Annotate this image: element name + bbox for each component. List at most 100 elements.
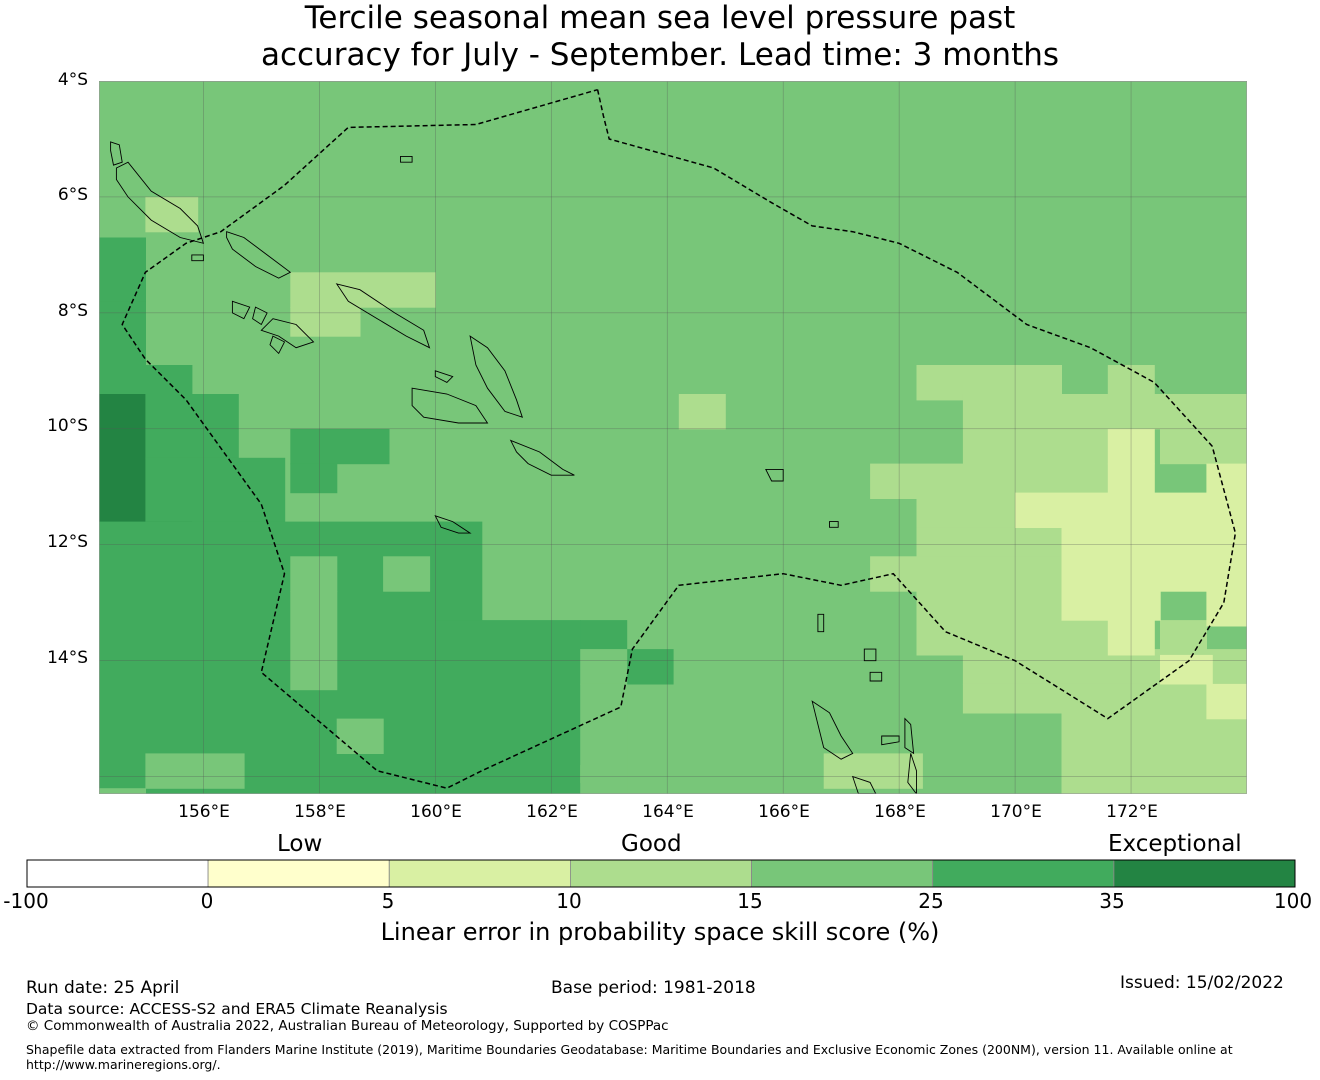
skill-cell (580, 765, 628, 794)
island-pentecost (907, 753, 917, 794)
island-vanikoro (829, 521, 839, 528)
colorbar-segment (570, 859, 752, 888)
colorbar-frame (26, 859, 1296, 888)
island-nggela (434, 370, 454, 383)
island-ambae (881, 735, 900, 746)
lat-label: 8°S (57, 301, 88, 321)
lat-label: 10°S (47, 416, 88, 436)
skill-cell (1160, 620, 1207, 656)
island-buka (110, 141, 123, 166)
skill-cell (145, 457, 286, 523)
eez-boundary (121, 88, 1237, 789)
lon-label: 164°E (642, 802, 694, 822)
island-rendova (269, 335, 286, 355)
skill-cell (290, 556, 338, 592)
lon-label: 166°E (758, 802, 810, 822)
island-espiritu-santo (811, 700, 854, 760)
legend-category-low: Low (277, 831, 323, 857)
skill-cell (99, 301, 146, 366)
shapefile-url: http://www.marineregions.org/. (26, 1057, 221, 1072)
skill-cell (435, 521, 483, 621)
island-ontong-java (400, 155, 413, 163)
issued-date: Issued: 15/02/2022 (1120, 973, 1284, 993)
lat-label: 14°S (47, 648, 88, 668)
lon-label: 168°E (874, 802, 926, 822)
skill-cell (1206, 683, 1247, 720)
coastlines (110, 141, 917, 794)
skill-cell (580, 649, 628, 685)
island-malaita (469, 335, 524, 418)
shapefile-credit: Shapefile data extracted from Flanders M… (26, 1042, 1233, 1057)
skill-cell (99, 394, 146, 528)
skill-cell (1107, 365, 1155, 401)
colorbar-segment (207, 859, 390, 888)
colorbar (26, 859, 1296, 888)
lon-label: 156°E (178, 802, 230, 822)
island-new-georgia (260, 318, 315, 349)
island-shortland (191, 254, 204, 262)
legend-category-exceptional: Exceptional (1108, 831, 1242, 857)
colorbar-tick: -100 (3, 889, 49, 913)
lon-label: 172°E (1106, 802, 1158, 822)
skill-cell (99, 788, 146, 794)
island-vella-lavella (231, 300, 251, 320)
skill-cell (290, 463, 338, 494)
lon-label: 170°E (990, 802, 1042, 822)
colorbar-tick: 100 (1273, 889, 1313, 913)
island-maewo (904, 717, 915, 755)
skill-cells (99, 81, 1247, 794)
skill-cell (626, 649, 674, 685)
skill-cell (290, 272, 436, 308)
data-source: Data source: ACCESS-S2 and ERA5 Climate … (26, 1000, 448, 1018)
skill-cell (145, 394, 239, 459)
skill-cell (870, 556, 1068, 592)
map-title: Tercile seasonal mean sea level pressure… (0, 0, 1320, 74)
island-bougainville (115, 161, 205, 244)
skill-cell (99, 237, 146, 302)
skill-cell (290, 591, 338, 691)
skill-cell (678, 394, 726, 430)
skill-cell (290, 307, 361, 337)
title-line-2: accuracy for July - September. Lead time… (260, 37, 1060, 73)
skill-cell (1160, 654, 1213, 685)
skill-cell (383, 556, 431, 592)
colorbar-tick: 15 (737, 889, 763, 913)
lon-label: 162°E (526, 802, 578, 822)
island-santa-isabel (335, 283, 431, 349)
island-ndende (765, 468, 784, 482)
skill-cell (1061, 527, 1247, 557)
colorbar-tick: 35 (1099, 889, 1125, 913)
island-makira (509, 439, 575, 476)
copyright: © Commonwealth of Australia 2022, Austra… (26, 1018, 669, 1034)
skill-cell (1160, 428, 1247, 465)
map-gridlines (99, 81, 1247, 794)
base-period: Base period: 1981-2018 (551, 978, 756, 998)
island-torres (817, 613, 825, 633)
lat-label: 6°S (57, 185, 88, 205)
map-frame (99, 81, 1247, 794)
skill-cell (145, 196, 199, 233)
skill-cell (916, 527, 1062, 557)
colorbar-tick: 25 (918, 889, 944, 913)
run-date: Run date: 25 April (26, 978, 180, 998)
lat-label: 12°S (47, 532, 88, 552)
island-malekula (851, 775, 877, 794)
skill-cell (1160, 556, 1247, 592)
skill-cell (580, 620, 628, 650)
skill-cell (1107, 620, 1155, 656)
lon-label: 160°E (410, 802, 462, 822)
lat-label: 4°S (57, 70, 88, 90)
island-kolombangara (252, 306, 268, 326)
skill-cell (435, 620, 581, 794)
skill-cell (823, 753, 923, 789)
colorbar-tick: 10 (556, 889, 582, 913)
island-guadalcanal (411, 387, 489, 424)
skill-map (99, 81, 1247, 794)
colorbar-segment (932, 859, 1115, 888)
lon-label: 158°E (294, 802, 346, 822)
skill-cell (962, 683, 1063, 714)
island-choiseul (226, 231, 292, 279)
island-vanua-lava (863, 648, 877, 662)
skill-cell (1061, 556, 1161, 621)
skill-cell (290, 428, 390, 465)
